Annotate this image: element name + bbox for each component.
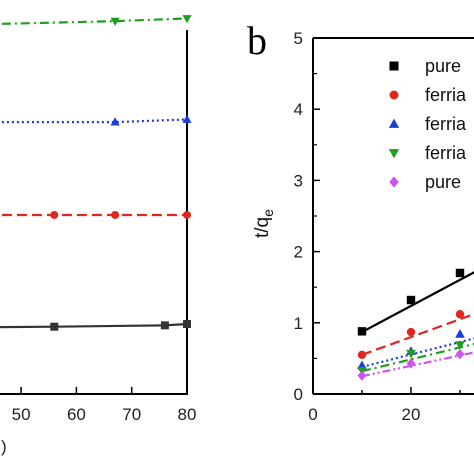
panel-a-series-line-2 (0, 17, 188, 25)
legend-marker-5 (389, 176, 399, 188)
panel-b-point-2-1 (357, 350, 367, 360)
panel-a-point-5-4 (183, 320, 191, 329)
panel-b-fit-line-4 (361, 342, 474, 373)
panel-a-point-3-4 (182, 114, 192, 123)
panel-b-y-tick-label: 4 (294, 100, 303, 119)
panel-b-point-1-3 (455, 268, 465, 278)
legend-marker-4 (388, 149, 400, 159)
panel-b-point-1-2 (406, 295, 416, 305)
panel-b-point-5-3 (455, 348, 465, 360)
panel-a-point-4-5 (183, 210, 191, 219)
panel-b: b 0 1 2 3 4 5 0 20 pure ferria ferria ferria pure t… (247, 18, 474, 424)
panel-a-point-4-4 (111, 210, 120, 219)
panel-a-series-line-3 (0, 118, 188, 124)
panel-a: 50 60 70 80 ) (0, 15, 197, 456)
panel-b-x-tick-label: 20 (402, 405, 421, 424)
panel-a-x-tick-label: 80 (178, 405, 197, 424)
panel-b-point-5-1 (357, 370, 367, 381)
panel-b-letter: b (247, 18, 267, 63)
panel-a-point-2-2 (110, 17, 120, 26)
legend-marker-1 (389, 61, 399, 71)
panel-a-x-label-partial: ) (1, 437, 7, 456)
panel-b-point-3-3 (455, 329, 465, 338)
legend-label-3: ferria (425, 114, 467, 134)
panel-b-y-tick-label: 1 (294, 314, 303, 333)
panel-b-y-label: t/qe (252, 209, 276, 238)
panel-b-y-tick-label: 5 (294, 29, 303, 48)
panel-b-point-4-2 (406, 349, 416, 359)
legend-label-2: ferria (425, 85, 467, 105)
panel-b-point-4-3 (455, 341, 465, 350)
panel-a-x-tick-label: 50 (12, 405, 31, 424)
legend-label-1: pure (425, 56, 461, 76)
panel-b-y-tick-label: 0 (294, 385, 303, 404)
legend-marker-3 (388, 118, 400, 128)
panel-a-x-tick-label: 70 (122, 405, 141, 424)
panel-b-fit-line-1 (361, 271, 474, 334)
panel-a-point-2-3 (182, 15, 192, 24)
panel-b-point-1-1 (357, 327, 367, 336)
legend-label-4: ferria (425, 143, 467, 163)
panel-b-x-tick-label: 0 (308, 405, 317, 424)
panel-b-y-tick-label: 2 (294, 243, 303, 262)
panel-a-point-5-3 (160, 321, 169, 330)
legend-label-5: pure (425, 172, 461, 192)
panel-a-series-line-4 (0, 213, 187, 217)
panel-a-point-5-2 (50, 322, 59, 331)
panel-a-point-3-3 (110, 117, 120, 126)
legend-marker-2 (389, 90, 399, 100)
panel-b-point-2-2 (406, 327, 416, 337)
panel-b-point-5-2 (406, 358, 416, 369)
panel-b-fit-line-2 (361, 312, 474, 356)
panel-a-point-4-3 (50, 210, 59, 219)
panel-a-series-line-5 (0, 322, 188, 329)
panel-a-x-tick-label: 60 (67, 405, 86, 424)
panel-b-point-2-3 (455, 310, 465, 319)
panel-b-y-tick-label: 3 (294, 171, 303, 190)
